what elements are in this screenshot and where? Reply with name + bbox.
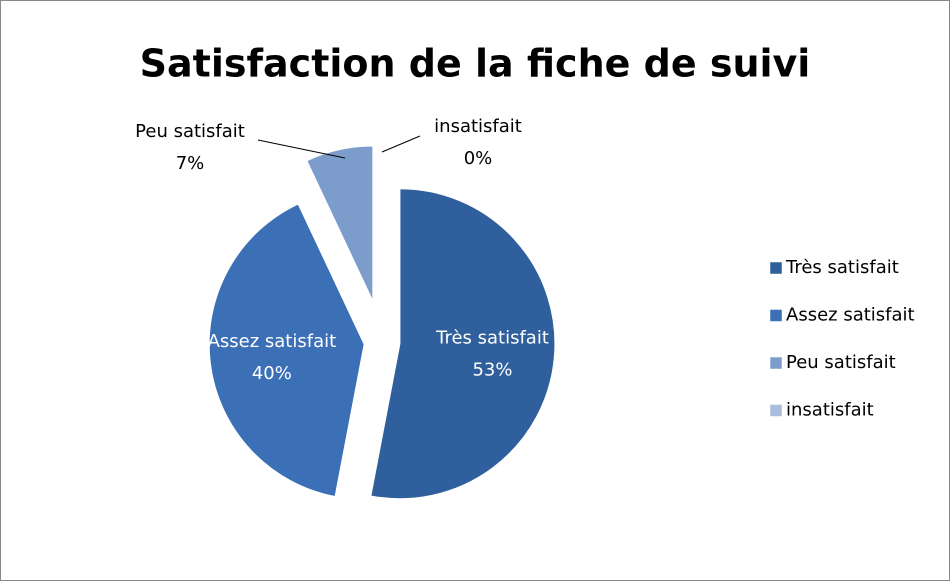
slice-value: 0% (464, 148, 493, 169)
pie-slice (208, 203, 365, 498)
slice-label: insatisfait (434, 116, 522, 137)
slice-label: Très satisfait (435, 327, 549, 348)
pie-slice (370, 188, 556, 500)
legend-label: Très satisfait (785, 257, 899, 278)
slice-value: 53% (472, 359, 512, 380)
slice-label: Assez satisfait (208, 331, 337, 352)
leader-line (381, 135, 421, 153)
pie-slice (306, 145, 374, 302)
legend-swatch (769, 356, 783, 370)
slice-value: 7% (176, 153, 205, 174)
legend-swatch (769, 404, 783, 417)
slice-label: Peu satisfait (135, 121, 245, 142)
slice-value: 40% (252, 363, 292, 384)
legend-swatch (769, 261, 783, 275)
legend-label: Peu satisfait (786, 352, 896, 373)
legend-label: insatisfait (786, 400, 874, 421)
legend-label: Assez satisfait (786, 305, 915, 326)
leader-line (257, 139, 346, 159)
legend-swatch (769, 309, 783, 322)
chart-title: Satisfaction de la fiche de suivi (140, 42, 811, 86)
